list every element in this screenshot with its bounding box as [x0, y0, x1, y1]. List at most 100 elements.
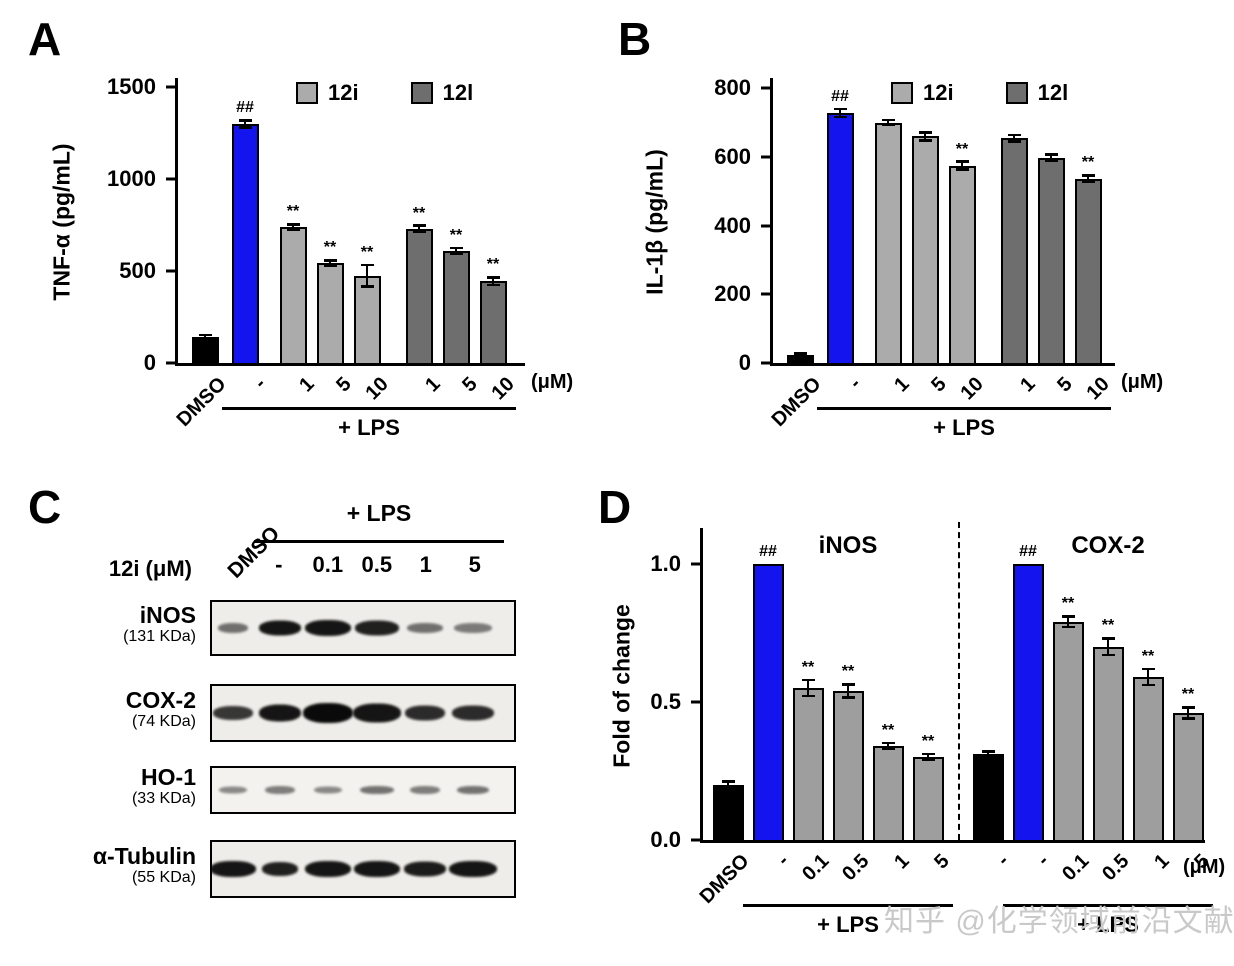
chart-d-y-axis: 0.0 0.5 1.0	[623, 528, 703, 852]
blot-band	[406, 623, 443, 633]
y-tick-label: 0	[738, 350, 751, 375]
y-tick-mark	[761, 292, 773, 296]
bar	[1012, 563, 1044, 840]
bar	[442, 250, 470, 363]
blot-band	[409, 786, 440, 794]
legend-label: 12i	[328, 80, 359, 105]
bar	[872, 746, 904, 840]
protein-kda: (74 KDa)	[131, 713, 196, 731]
lps-bracket-line	[817, 407, 1111, 410]
blot-band	[258, 620, 301, 636]
blot-band	[305, 620, 352, 636]
bar-slot-1: ** 1	[871, 528, 914, 873]
error-bar	[802, 678, 815, 697]
legend-label: 12l	[442, 80, 474, 105]
bar-slot-1: ** 1	[1131, 528, 1174, 873]
bar-slot-5: 5	[910, 78, 951, 396]
lps-bracket-line	[1003, 904, 1213, 907]
watermark: 知乎 @化学领域前沿文献	[884, 905, 1234, 938]
bar	[231, 123, 259, 363]
blot-image-cox-2	[210, 684, 516, 742]
y-tick-label: 1000	[107, 166, 156, 192]
error-bar	[956, 160, 969, 171]
y-tick-mark	[691, 838, 703, 842]
blot-band	[219, 786, 248, 794]
x-tick-label: 10	[361, 373, 393, 405]
error-bar	[922, 752, 935, 762]
error-bar	[842, 683, 855, 699]
error-bar	[1062, 615, 1075, 629]
legend-item-12i: 12i	[891, 80, 954, 106]
y-tick-mark	[761, 361, 773, 365]
error-bar	[413, 224, 426, 233]
y-tick-label: 1500	[107, 74, 156, 100]
y-tick-mark	[761, 224, 773, 228]
x-tick-label: DMSO	[172, 373, 231, 431]
x-tick-label: 10	[1082, 373, 1114, 405]
lps-label: + LPS	[1077, 912, 1139, 937]
bar-slot-10: ** 10	[947, 78, 988, 404]
significance-label: ##	[236, 99, 254, 117]
bar	[972, 754, 1004, 840]
error-bar	[199, 333, 212, 341]
protein-kda: (33 KDa)	[131, 790, 196, 808]
significance-label: **	[841, 662, 855, 680]
x-tick-label: DMSO	[695, 850, 754, 908]
error-bar	[1008, 133, 1021, 143]
x-tick-label: -	[845, 373, 866, 394]
significance-label: **	[921, 732, 935, 750]
error-bar	[982, 750, 995, 759]
bar-slot-10: ** 10	[478, 78, 519, 404]
blot-image-ho-1	[210, 766, 516, 814]
legend-item-12l: 12l	[410, 80, 474, 106]
blot-row-label: COX-2 (74 KDa)	[20, 687, 196, 732]
bar	[948, 165, 976, 363]
significance-label: **	[1141, 647, 1155, 665]
significance-label: ##	[759, 542, 777, 560]
bar	[792, 688, 824, 840]
blot-band	[352, 703, 401, 723]
blot-band	[261, 862, 298, 876]
blot-band	[213, 706, 254, 720]
blot-band	[314, 786, 343, 794]
bar-slot-5: ** 5	[911, 528, 954, 873]
bar-slot-5: ** 5	[315, 78, 356, 396]
x-tick-label: 5	[458, 373, 482, 397]
significance-label: **	[323, 239, 337, 257]
bar	[911, 136, 939, 363]
error-bar	[919, 131, 932, 142]
significance-label: **	[881, 721, 895, 739]
error-bar	[834, 107, 847, 119]
x-tick-label: 1	[890, 850, 914, 874]
significance-label: **	[360, 243, 374, 261]
y-tick-label: 0	[143, 350, 156, 375]
bar-slot-1: 1	[999, 78, 1040, 396]
chart-b-x-unit: (μM)	[1121, 371, 1164, 393]
protein-kda: (55 KDa)	[131, 869, 196, 887]
chart-b: 0 200 400 600 800 DMSO ## -1 5 ** 10 1 5 ** 10 12i 12l…	[714, 75, 1163, 440]
bar	[405, 228, 433, 363]
bar	[1037, 157, 1065, 363]
x-tick-label: -	[993, 850, 1014, 871]
blot-band	[452, 705, 495, 721]
bar-slot-1: ** 1	[404, 78, 445, 396]
bar-slot-1: ** 1	[278, 78, 319, 396]
x-tick-label: 1	[421, 373, 445, 397]
significance-label: **	[449, 226, 463, 244]
chart-a: 0 500 1000 1500 DMSO ## - ** 1 ** 5 ** 10 ** 1 ** 5 ** 10…	[107, 74, 573, 440]
bar-slot-5: 5	[1036, 78, 1077, 396]
blot-image-α-tubulin	[210, 840, 516, 898]
error-bar	[487, 276, 500, 287]
legend-item-12i: 12i	[296, 80, 359, 106]
error-bar	[882, 741, 895, 751]
chart-b-y-axis-title: IL-1β (pg/mL)	[641, 149, 668, 295]
protein-name: HO-1	[141, 764, 196, 790]
x-tick-label: 5	[930, 850, 954, 874]
lps-bracket-line	[743, 904, 953, 907]
bar-slot--: ## -	[1011, 528, 1054, 870]
lane-label: 0.5	[361, 552, 393, 577]
blot-row-label: α-Tubulin (55 KDa)	[20, 843, 196, 888]
significance-label: ##	[1019, 542, 1037, 560]
blot-row-label: iNOS (131 KDa)	[20, 602, 196, 647]
bar	[826, 113, 854, 363]
